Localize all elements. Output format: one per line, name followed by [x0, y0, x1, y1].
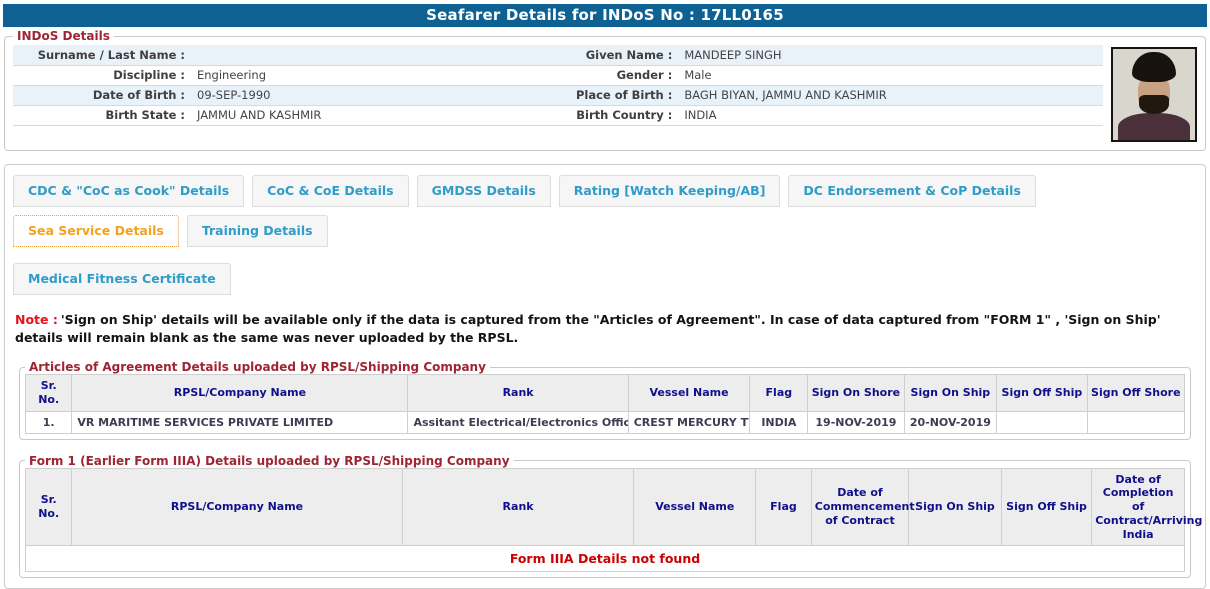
table-row: Birth State : JAMMU AND KASHMIR Birth Co…	[13, 105, 1103, 125]
form1-section: Form 1 (Earlier Form IIIA) Details uploa…	[19, 453, 1202, 579]
tab-sea-service-details[interactable]: Sea Service Details	[13, 215, 179, 247]
seafarer-tabs-panel: CDC & "CoC as Cook" Details CoC & CoE De…	[4, 164, 1206, 589]
column-header: Sr. No.	[24, 374, 73, 412]
field-label: Place of Birth :	[576, 85, 679, 105]
table-row: 1. VR MARITIME SERVICES PRIVATE LIMITED …	[24, 410, 1186, 434]
column-header: RPSL/Company Name	[71, 374, 409, 412]
field-value: Male	[678, 65, 1103, 85]
sign-on-ship-note: Note : 'Sign on Ship' details will be ava…	[15, 311, 1195, 346]
column-header: Sign Off Shore	[1086, 374, 1186, 412]
field-label: Date of Birth :	[13, 85, 191, 105]
field-label: Surname / Last Name :	[13, 45, 191, 65]
indos-details-legend: INDoS Details	[17, 29, 110, 43]
cell-sign-on-ship: 20-NOV-2019	[903, 410, 998, 434]
column-header: Sign Off Ship	[1000, 467, 1093, 547]
field-value: INDIA	[678, 105, 1103, 125]
field-label: Birth Country :	[576, 105, 679, 125]
indos-details-section: INDoS Details Surname / Last Name : Give…	[4, 29, 1206, 151]
table-header-row: Sr. No. RPSL/Company Name Rank Vessel Na…	[24, 374, 1186, 412]
field-value	[191, 45, 576, 65]
tab-cdc-coc-as-cook[interactable]: CDC & "CoC as Cook" Details	[13, 175, 245, 207]
column-header: Vessel Name	[633, 467, 757, 547]
tab-rating-watch-keeping[interactable]: Rating [Watch Keeping/AB]	[558, 175, 781, 207]
articles-of-agreement-section: Articles of Agreement Details uploaded b…	[19, 360, 1191, 440]
table-row: Date of Birth : 09-SEP-1990 Place of Bir…	[13, 85, 1103, 105]
column-header: Sign On Ship	[908, 467, 1002, 547]
table-row: Discipline : Engineering Gender : Male	[13, 65, 1103, 85]
articles-of-agreement-legend: Articles of Agreement Details uploaded b…	[29, 360, 486, 374]
field-label: Birth State :	[13, 105, 191, 125]
column-header: Sr. No.	[24, 467, 73, 547]
column-header: Flag	[749, 374, 809, 412]
note-text: 'Sign on Ship' details will be available…	[15, 312, 1161, 345]
column-header: Flag	[755, 467, 812, 547]
cell-vessel-name: CREST MERCURY TWO	[627, 410, 751, 434]
cell-sign-on-shore: 19-NOV-2019	[807, 410, 905, 434]
note-prefix: Note :	[15, 312, 58, 327]
column-header: Sign Off Ship	[996, 374, 1088, 412]
table-row: Surname / Last Name : Given Name : MANDE…	[13, 45, 1103, 65]
field-value: JAMMU AND KASHMIR	[191, 105, 576, 125]
cell-company-name: VR MARITIME SERVICES PRIVATE LIMITED	[71, 410, 409, 434]
seafarer-photo	[1111, 47, 1197, 142]
field-value: Engineering	[191, 65, 576, 85]
field-value: 09-SEP-1990	[191, 85, 576, 105]
form1-legend: Form 1 (Earlier Form IIIA) Details uploa…	[29, 453, 510, 468]
form1-table: Sr. No. RPSL/Company Name Rank Vessel Na…	[24, 467, 1202, 573]
cell-sr-no: 1.	[24, 410, 73, 434]
cell-rank: Assitant Electrical/Electronics Officer	[407, 410, 629, 434]
column-header: Rank	[401, 467, 635, 547]
column-header: Rank	[407, 374, 629, 412]
indos-details-table: Surname / Last Name : Given Name : MANDE…	[13, 45, 1103, 126]
tab-coc-coe[interactable]: CoC & CoE Details	[252, 175, 409, 207]
field-label: Discipline :	[13, 65, 191, 85]
field-label: Given Name :	[576, 45, 679, 65]
cell-sign-off-shore	[1086, 410, 1186, 434]
page-title: Seafarer Details for INDoS No : 17LL0165	[3, 4, 1207, 27]
tab-medical-fitness-certificate[interactable]: Medical Fitness Certificate	[13, 263, 231, 295]
column-header: Vessel Name	[627, 374, 751, 412]
tab-dc-endorsement-cop[interactable]: DC Endorsement & CoP Details	[788, 175, 1036, 207]
articles-of-agreement-table: Sr. No. RPSL/Company Name Rank Vessel Na…	[24, 374, 1186, 434]
tab-bar: CDC & "CoC as Cook" Details CoC & CoE De…	[11, 175, 1199, 295]
empty-results-message: Form IIIA Details not found	[25, 545, 1185, 573]
column-header: Date of Commencement of Contract	[810, 467, 915, 547]
field-value: MANDEEP SINGH	[678, 45, 1103, 65]
column-header: RPSL/Company Name	[71, 467, 403, 547]
field-label: Gender :	[576, 65, 679, 85]
column-header: Sign On Shore	[807, 374, 905, 412]
field-value: BAGH BIYAN, JAMMU AND KASHMIR	[678, 85, 1103, 105]
table-header-row: Sr. No. RPSL/Company Name Rank Vessel Na…	[24, 467, 1202, 547]
column-header: Date of Completion of Contract/Arriving …	[1091, 467, 1202, 547]
tab-gmdss[interactable]: GMDSS Details	[416, 175, 551, 207]
table-row: Form IIIA Details not found	[25, 545, 1185, 573]
tab-training-details[interactable]: Training Details	[186, 215, 328, 247]
column-header: Sign On Ship	[903, 374, 998, 412]
cell-flag: INDIA	[749, 410, 809, 434]
cell-sign-off-ship	[996, 410, 1088, 434]
